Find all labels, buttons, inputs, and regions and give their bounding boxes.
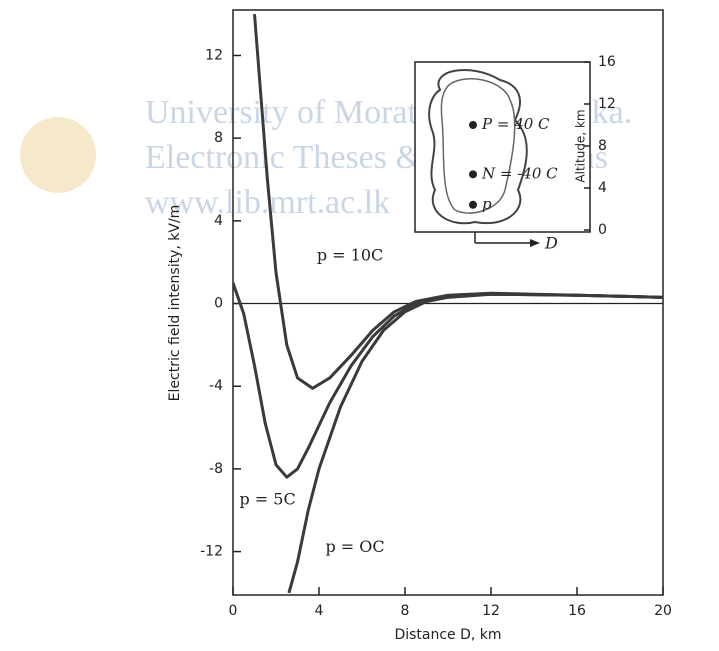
chart: University of Moratuwa, Sri Lanka. Elect… — [0, 0, 719, 651]
y-axis-label: Electric field intensity, kV/m — [167, 205, 183, 402]
x-tick-label: 4 — [315, 603, 324, 619]
x-tick-label: 20 — [654, 603, 672, 619]
x-tick-label: 8 — [401, 603, 410, 619]
x-axis-label: Distance D, km — [394, 627, 501, 643]
y-tick-label: 8 — [214, 130, 223, 146]
charge-label: N = -40 C — [481, 164, 558, 182]
y-tick-label: -4 — [209, 378, 223, 394]
x-tick-label: 12 — [482, 603, 500, 619]
charge-point — [469, 170, 477, 178]
y-tick-label: 4 — [214, 213, 223, 229]
inset-y-tick-label: 12 — [598, 96, 616, 112]
x-tick-label: 0 — [229, 603, 238, 619]
charge-label: P = 40 C — [481, 115, 550, 133]
y-tick-label: 12 — [205, 47, 223, 63]
inset-frame — [415, 62, 590, 232]
d-arrow — [530, 239, 540, 247]
y-tick-label: -8 — [209, 461, 223, 477]
series-label: p = 5C — [239, 489, 295, 508]
watermark-logo — [20, 117, 96, 193]
series-label: p = OC — [325, 537, 384, 556]
inset-y-tick-label: 0 — [598, 222, 607, 238]
inset: D Altitude, km — [415, 62, 590, 253]
data-line — [233, 283, 663, 477]
charge-label: p — [482, 195, 492, 213]
x-tick-label: 16 — [568, 603, 586, 619]
inset-y-tick-label: 8 — [598, 138, 607, 154]
charge-point — [469, 201, 477, 209]
inset-y-tick-label: 4 — [598, 180, 607, 196]
inset-x-label: D — [544, 234, 558, 253]
charge-point — [469, 121, 477, 129]
inset-y-tick-label: 16 — [598, 54, 616, 70]
series-label: p = 10C — [317, 245, 383, 264]
y-tick-label: -12 — [200, 544, 223, 560]
y-tick-label: 0 — [214, 296, 223, 312]
